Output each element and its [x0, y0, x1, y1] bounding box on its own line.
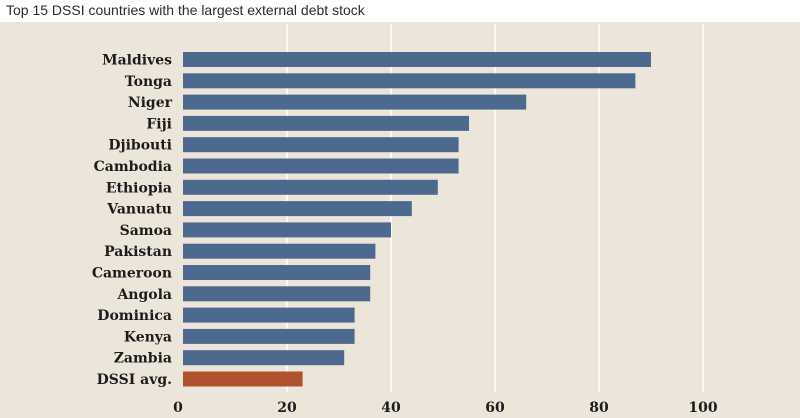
category-label-vanuatu: Vanuatu [106, 202, 172, 218]
category-label-cambodia: Cambodia [94, 159, 172, 175]
bar-zambia [183, 350, 345, 366]
bar-angola [183, 286, 371, 302]
category-label-samoa: Samoa [120, 223, 172, 239]
category-label-angola: Angola [116, 287, 172, 303]
x-tick-100: 100 [688, 400, 717, 416]
bar-cambodia [183, 158, 459, 174]
bar-vanuatu [183, 201, 412, 217]
chart-title: Top 15 DSSI countries with the largest e… [6, 2, 365, 18]
x-tick-60: 60 [485, 400, 505, 416]
category-labels: Maldives Tonga Niger Fiji Djibouti Cambodia Et… [92, 53, 173, 389]
bar-ethiopia [183, 179, 438, 195]
category-label-niger: Niger [128, 95, 173, 111]
bar-layer [183, 52, 651, 387]
bar-fiji [183, 115, 469, 131]
bar-dominica [183, 307, 355, 323]
bar-niger [183, 94, 527, 110]
category-label-kenya: Kenya [124, 329, 172, 345]
bar-djibouti [183, 137, 459, 153]
bar-cameroon [183, 265, 371, 280]
category-label-dominica: Dominica [97, 308, 172, 324]
category-label-tonga: Tonga [125, 74, 172, 90]
category-label-maldives: Maldives [102, 53, 172, 69]
bar-samoa [183, 222, 391, 238]
category-label-ethiopia: Ethiopia [106, 180, 172, 196]
x-tick-20: 20 [277, 400, 297, 416]
bar-kenya [183, 328, 355, 344]
x-tick-labels: 0 20 40 60 80 100 [173, 400, 718, 416]
category-label-djibouti: Djibouti [108, 138, 172, 154]
x-tick-40: 40 [381, 400, 401, 416]
x-tick-80: 80 [589, 400, 609, 416]
category-label-dssi-avg: DSSI avg. [97, 372, 172, 388]
category-label-pakistan: Pakistan [104, 244, 172, 260]
x-tick-0: 0 [173, 400, 183, 416]
bar-tonga [183, 73, 636, 89]
bar-dssi-avg [183, 371, 303, 387]
category-label-cameroon: Cameroon [92, 266, 172, 282]
bar-pakistan [183, 243, 376, 259]
category-label-fiji: Fiji [146, 116, 172, 132]
title-band: Top 15 DSSI countries with the largest e… [0, 0, 800, 22]
bar-maldives [183, 52, 651, 67]
category-label-zambia: Zambia [114, 351, 172, 367]
